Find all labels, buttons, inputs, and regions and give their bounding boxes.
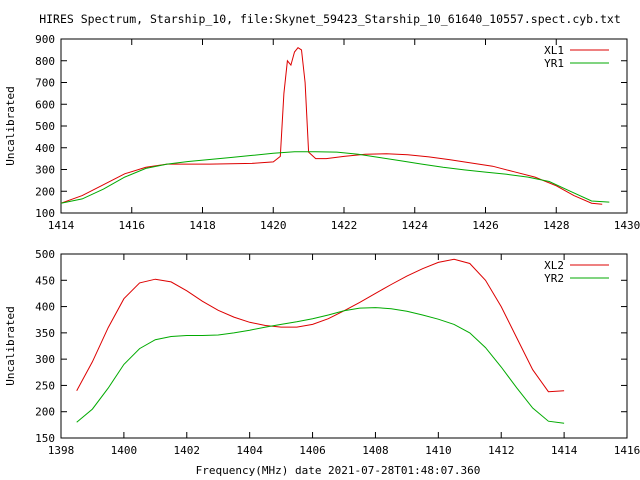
x-tick-label: 1412 — [488, 444, 515, 457]
x-tick-label: 1408 — [362, 444, 389, 457]
plot-frame — [60, 38, 628, 214]
x-tick-label: 1402 — [174, 444, 201, 457]
series-line-xl2 — [76, 258, 565, 393]
series-line-yr1 — [60, 151, 610, 204]
y-tick-label: 500 — [35, 248, 55, 261]
x-axis-label: Frequency(MHz) date 2021-07-28T01:48:07.… — [196, 464, 481, 477]
x-tick-label: 1414 — [551, 444, 578, 457]
y-tick-label: 200 — [35, 185, 55, 198]
y-tick-label: 600 — [35, 98, 55, 111]
x-tick-label: 1398 — [48, 444, 75, 457]
y-tick-label: 700 — [35, 77, 55, 90]
y-tick-label: 800 — [35, 55, 55, 68]
figure-title: HIRES Spectrum, Starship_10, file:Skynet… — [39, 12, 621, 26]
y-axis-label: Uncalibrated — [4, 306, 17, 385]
y-tick-label: 900 — [35, 33, 55, 46]
x-tick-label: 1428 — [543, 219, 570, 232]
y-tick-label: 300 — [35, 353, 55, 366]
plot-frame — [60, 253, 628, 439]
x-tick-label: 1416 — [119, 219, 146, 232]
y-tick-label: 500 — [35, 120, 55, 133]
x-tick-label: 1414 — [48, 219, 75, 232]
x-tick-label: 1400 — [111, 444, 138, 457]
x-tick-label: 1424 — [402, 219, 429, 232]
y-tick-label: 300 — [35, 164, 55, 177]
y-tick-label: 100 — [35, 207, 55, 220]
series-line-xl1 — [60, 47, 603, 205]
y-tick-label: 450 — [35, 274, 55, 287]
y-axis-label: Uncalibrated — [4, 86, 17, 165]
x-tick-label: 1418 — [189, 219, 216, 232]
y-tick-label: 350 — [35, 327, 55, 340]
y-tick-label: 400 — [35, 301, 55, 314]
legend-label: XL2 — [544, 259, 564, 272]
x-tick-label: 1404 — [236, 444, 263, 457]
x-tick-label: 1422 — [331, 219, 358, 232]
lower-spectrum-panel: 1398 1400 1402 1404 1406 1408 1410 1412 1414 1416… — [4, 248, 640, 457]
y-tick-label: 250 — [35, 379, 55, 392]
x-tick-label: 1406 — [299, 444, 326, 457]
y-tick-label: 200 — [35, 406, 55, 419]
legend-label: YR2 — [544, 272, 564, 285]
x-tick-label: 1430 — [614, 219, 640, 232]
x-tick-label: 1420 — [260, 219, 287, 232]
legend-label: YR1 — [544, 57, 564, 70]
x-tick-label: 1426 — [472, 219, 499, 232]
y-tick-label: 150 — [35, 432, 55, 445]
y-tick-label: 400 — [35, 142, 55, 155]
x-tick-label: 1410 — [425, 444, 452, 457]
legend-label: XL1 — [544, 44, 564, 57]
upper-spectrum-panel: 1414 1416 1418 1420 1422 1424 1426 1428 1430 100 2… — [4, 33, 640, 232]
x-tick-label: 1416 — [614, 444, 640, 457]
series-line-yr2 — [76, 307, 565, 424]
